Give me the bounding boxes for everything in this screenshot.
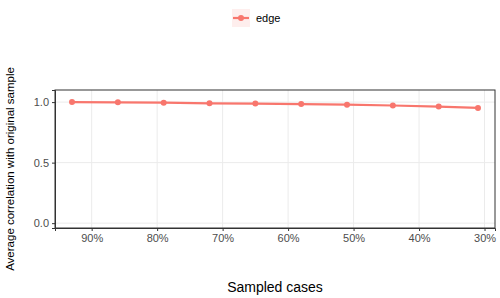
data-point: [390, 102, 396, 108]
x-grid-line: [484, 90, 485, 228]
x-tick-label: 80%: [147, 232, 169, 244]
x-grid-line: [419, 90, 420, 228]
data-point: [115, 99, 121, 105]
x-tick-label: 50%: [343, 232, 365, 244]
data-point: [69, 99, 75, 105]
x-tick: 30%: [474, 228, 496, 244]
x-grid-line: [157, 90, 158, 228]
x-grid-line: [222, 90, 223, 228]
x-tick: 60%: [278, 228, 300, 244]
x-grid-line: [91, 90, 92, 228]
panel-border: [55, 90, 495, 228]
legend-key-bg: [232, 9, 250, 27]
series-line: [72, 102, 478, 108]
data-point: [161, 100, 167, 106]
x-tick: 40%: [409, 228, 431, 244]
x-tick-label: 30%: [474, 232, 496, 244]
legend: edge: [232, 9, 280, 27]
x-axis-title: Sampled cases: [227, 279, 323, 295]
x-tick: 80%: [147, 228, 169, 244]
data-point: [436, 104, 442, 110]
grid: [55, 90, 495, 228]
data-point: [252, 101, 258, 107]
y-tick: 1.0: [34, 96, 55, 108]
x-tick: 70%: [212, 228, 234, 244]
x-tick-label: 40%: [409, 232, 431, 244]
x-axis-line: [56, 229, 496, 232]
y-tick: 0.0: [34, 217, 55, 229]
legend-label: edge: [256, 12, 280, 24]
legend-key-point: [238, 15, 244, 21]
y-axis-title: Average correlation with original sample: [4, 67, 16, 271]
x-tick-label: 70%: [212, 232, 234, 244]
y-grid-line: [55, 162, 495, 163]
chart: 90% 80% 70% 60% 50% 40% 30% 0.0 0.5 1.0 Sampled ca…: [0, 0, 500, 298]
x-grid-line: [353, 90, 354, 228]
data-point: [344, 102, 350, 108]
data-point: [475, 105, 481, 111]
plot-area: 90% 80% 70% 60% 50% 40% 30% 0.0 0.5 1.0: [34, 90, 497, 244]
x-tick: 50%: [343, 228, 365, 244]
x-grid-line: [288, 90, 289, 228]
data-point: [207, 100, 213, 106]
y-axis: 0.0 0.5 1.0: [34, 91, 56, 230]
y-tick-label: 1.0: [34, 96, 49, 108]
y-tick-label: 0.5: [34, 157, 49, 169]
y-tick: 0.5: [34, 157, 55, 169]
legend-item: edge: [232, 9, 280, 27]
data-point: [298, 101, 304, 107]
x-tick-label: 90%: [81, 232, 103, 244]
x-axis: 90% 80% 70% 60% 50% 40% 30%: [56, 228, 497, 244]
x-tick-label: 60%: [278, 232, 300, 244]
y-grid-line: [55, 223, 495, 224]
marks: [69, 99, 481, 111]
y-tick-label: 0.0: [34, 217, 49, 229]
x-tick: 90%: [81, 228, 103, 244]
